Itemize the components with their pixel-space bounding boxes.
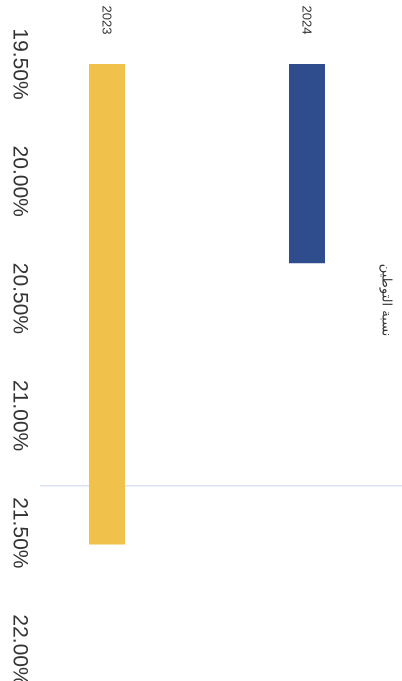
tick-label: 21.00% xyxy=(9,380,32,451)
tick-label: 21.50% xyxy=(9,497,32,568)
tick-label: 22.00% xyxy=(9,614,32,681)
tick-label: 20.00% xyxy=(9,146,32,217)
tick-label-group: 19.50% 20.00% 20.50% 21.00% 21.50% 22.00% xyxy=(9,28,32,681)
bar-2024 xyxy=(289,64,325,264)
category-label-2023: 2023 xyxy=(100,6,115,35)
series-label: نسبة التوطين xyxy=(379,264,394,337)
bar-group xyxy=(89,64,325,545)
tick-label: 19.50% xyxy=(9,28,32,99)
category-label-group: 2024 2023 xyxy=(100,6,315,35)
category-label-2024: 2024 xyxy=(300,6,315,35)
bar-2023 xyxy=(89,64,125,545)
tick-label: 20.50% xyxy=(9,263,32,334)
